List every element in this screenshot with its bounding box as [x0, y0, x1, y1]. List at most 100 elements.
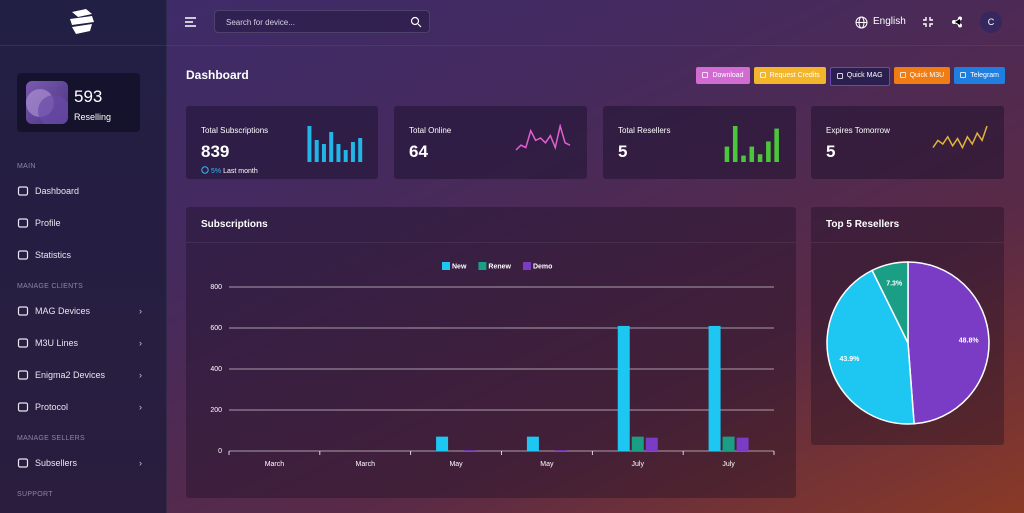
balance-value: 593	[74, 87, 103, 106]
nav-label: MAG Devices	[35, 306, 91, 316]
stat-value: 839	[201, 142, 230, 161]
chevron: ›	[139, 458, 142, 468]
spark-bar	[741, 155, 746, 162]
stat-title: Expires Tomorrow	[826, 126, 890, 135]
action-button[interactable]: Quick M3U	[893, 67, 951, 84]
nav-icon-shape	[17, 186, 29, 196]
change-icon-shape	[201, 166, 209, 174]
nav-item[interactable]: Dashboard	[0, 175, 166, 207]
chevron: ›	[139, 370, 142, 380]
search-icon[interactable]	[410, 16, 422, 28]
nav-icon-shape	[17, 338, 29, 348]
stat-value: 5	[618, 142, 628, 161]
nav-label: Subsellers	[35, 458, 78, 468]
nav-icon	[17, 338, 29, 348]
nav-section-title: MANAGE CLIENTS	[17, 283, 84, 290]
sidebar: 593 Reselling MAIN Dashboard Profile Statis…	[0, 0, 167, 513]
spark-line	[515, 124, 571, 151]
nav-item[interactable]: MAG Devices ›	[0, 295, 166, 327]
nav-icon-shape	[17, 250, 29, 260]
stat-card: Total Resellers 5	[603, 106, 796, 179]
stat-value: 5	[826, 142, 836, 161]
action-buttons: Download Request Credits Quick MAG Quick M3…	[696, 67, 1005, 86]
nav-item[interactable]: Subsellers ›	[0, 447, 166, 479]
subscriptions-panel: Subscriptions	[186, 207, 796, 498]
sparkline	[515, 124, 571, 151]
change-value: 5%	[211, 168, 222, 175]
nav-icon-shape	[17, 306, 29, 316]
chevron: ›	[139, 338, 142, 348]
nav-item[interactable]: Statistics	[0, 239, 166, 271]
nav-item[interactable]: M3U Lines ›	[0, 327, 166, 359]
language-selector[interactable]: English	[873, 16, 906, 27]
nav-icon	[17, 186, 29, 196]
nav: MAIN Dashboard Profile Statistics MANAGE CLI…	[0, 159, 166, 503]
resellers-panel: Top 5 Resellers	[811, 207, 1004, 445]
share-icon[interactable]	[951, 16, 963, 28]
nav-label: M3U Lines	[35, 338, 79, 348]
spark-bar	[307, 126, 312, 162]
panel-title: Top 5 Resellers	[811, 207, 1004, 243]
action-button[interactable]: Download	[696, 67, 750, 84]
spark-bar	[766, 141, 771, 162]
chevron: ›	[139, 402, 142, 412]
stat-card: Expires Tomorrow 5	[811, 106, 1004, 179]
chevron: ›	[139, 306, 142, 316]
stat-value: 64	[409, 142, 428, 161]
logo[interactable]	[0, 0, 166, 46]
nav-item[interactable]: Enigma2 Devices ›	[0, 359, 166, 391]
nav-section-title: MANAGE SELLERS	[17, 435, 85, 442]
spark-bar	[343, 150, 348, 162]
nav-section-title: MAIN	[17, 163, 36, 170]
nav-icon	[17, 458, 29, 468]
menu-toggle[interactable]	[184, 16, 198, 28]
nav-item[interactable]: Profile	[0, 207, 166, 239]
page-title: Dashboard	[186, 68, 249, 82]
nav-label: Dashboard	[35, 186, 80, 196]
spark-bar	[749, 146, 755, 162]
sparkline	[307, 126, 363, 162]
spark-bar	[336, 144, 341, 162]
nav-icon	[17, 402, 29, 412]
search-input[interactable]: Search for device...	[214, 10, 430, 33]
nav-icon	[17, 250, 29, 260]
balance-label: Reselling	[74, 112, 112, 122]
spark-bar	[321, 144, 326, 162]
stat-change: 5% Last month	[201, 166, 258, 175]
nav-item[interactable]: Protocol ›	[0, 391, 166, 423]
fullscreen-icon[interactable]	[922, 16, 934, 28]
nav-icon-shape	[17, 402, 29, 412]
nav-icon	[17, 370, 29, 380]
spark-bar	[314, 140, 319, 162]
nav-label: Statistics	[35, 250, 72, 260]
user-avatar[interactable]: C	[980, 11, 1002, 33]
nav-icon	[17, 218, 29, 228]
spark-bar	[329, 132, 334, 162]
spark-bar	[757, 154, 763, 162]
stat-title: Total Subscriptions	[201, 126, 269, 135]
spark-bar	[350, 142, 355, 162]
balance-card: 593 Reselling	[17, 73, 140, 132]
sparkline	[724, 126, 779, 162]
action-button[interactable]: Request Credits	[753, 67, 826, 84]
nav-label: Profile	[35, 218, 61, 228]
stat-title: Total Online	[409, 126, 452, 135]
change-label: Last month	[223, 168, 258, 175]
action-button[interactable]: Telegram	[954, 67, 1005, 84]
stat-title: Total Resellers	[618, 126, 671, 135]
spark-line	[932, 125, 988, 150]
logo-icon	[70, 9, 94, 34]
nav-label: Protocol	[35, 402, 69, 412]
spark-bar	[732, 126, 738, 162]
spark-bar	[358, 138, 363, 162]
sparkline	[932, 125, 988, 150]
nav-section-title: SUPPORT	[17, 491, 53, 498]
stat-card: Total Online 64	[394, 106, 587, 179]
action-button[interactable]: Quick MAG	[829, 67, 890, 86]
avatar-image	[26, 81, 68, 124]
nav-label: Enigma2 Devices	[35, 370, 106, 380]
spark-bar	[774, 128, 779, 162]
nav-icon-shape	[17, 218, 29, 228]
nav-icon-shape	[17, 458, 29, 468]
